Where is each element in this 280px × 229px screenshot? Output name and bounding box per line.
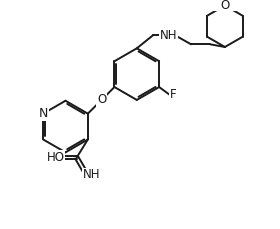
Text: NH: NH: [83, 168, 101, 181]
Text: O: O: [97, 93, 106, 106]
Text: F: F: [169, 88, 176, 101]
Text: N: N: [38, 107, 48, 120]
Text: NH: NH: [160, 29, 178, 41]
Text: O: O: [220, 0, 230, 12]
Text: HO: HO: [46, 151, 64, 164]
